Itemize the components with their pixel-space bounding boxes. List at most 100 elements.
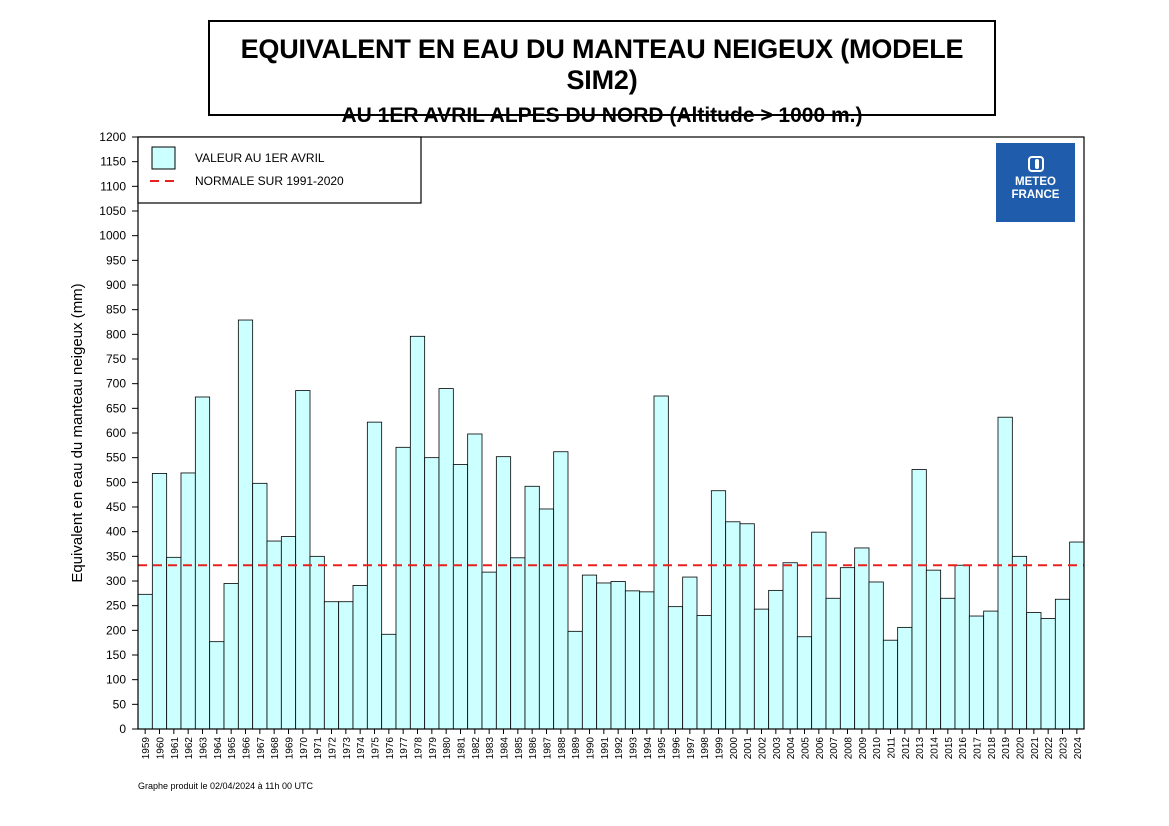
- legend-box: [137, 136, 422, 204]
- bar-1989: [567, 630, 583, 730]
- x-tick-label: 2021: [1030, 737, 1041, 760]
- y-axis-label: Equivalent en eau du manteau neigeux (mm…: [69, 283, 86, 582]
- bar-1982: [467, 433, 483, 730]
- bar-2009: [854, 547, 870, 730]
- bar-2008: [839, 567, 856, 730]
- x-axis-ticks: 1959 1960 1961 1962 1963 1964 1965 1966 1967 1968…: [141, 729, 1084, 759]
- y-tick-label: 1050: [99, 204, 126, 218]
- legend: VALEUR AU 1ER AVRIL NORMALE SUR 1991-202…: [137, 136, 422, 204]
- bar-1975: [366, 421, 383, 730]
- bar-2016: [954, 564, 970, 730]
- bar-1959: [137, 593, 153, 730]
- bar-1981: [452, 464, 469, 730]
- x-tick-label: 1985: [514, 737, 525, 760]
- x-tick-label: 1962: [184, 737, 195, 760]
- chart-subtitle: AU 1ER AVRIL ALPES DU NORD (Altitude > 1…: [341, 104, 863, 127]
- y-tick-label: 550: [106, 451, 126, 465]
- bar-2019: [997, 416, 1013, 730]
- y-tick-label: 650: [106, 401, 126, 415]
- y-tick-label: 1000: [99, 229, 126, 243]
- y-tick-label: 1100: [100, 179, 126, 193]
- x-tick-label: 2002: [758, 737, 769, 760]
- x-tick-label: 1988: [557, 737, 568, 760]
- x-tick-label: 2000: [729, 737, 740, 760]
- x-tick-label: 1971: [313, 737, 324, 760]
- x-tick-label: 1975: [371, 737, 382, 760]
- footnote: Graphe produit le 02/04/2024 à 11h 00 UT…: [138, 781, 313, 791]
- x-tick-label: 2018: [987, 737, 998, 760]
- bar-2012: [897, 626, 913, 730]
- logo-line1: METEO: [1015, 176, 1056, 188]
- plot-frame: [137, 136, 1085, 730]
- y-axis-ticks: 0 50 100 150 200 250 300 350 400 450 500 550 600 650 7…: [99, 130, 138, 736]
- x-tick-label: 2011: [887, 737, 898, 759]
- bar-2020: [1011, 555, 1028, 730]
- bar-1991: [596, 582, 612, 730]
- y-tick-label: 1150: [100, 155, 126, 169]
- bar-2013: [911, 469, 927, 730]
- x-tick-label: 2001: [743, 737, 754, 760]
- bar-1962: [180, 472, 196, 730]
- x-tick-label: 2007: [829, 737, 840, 760]
- bar-1965: [223, 583, 239, 730]
- x-tick-label: 2003: [772, 737, 783, 760]
- x-tick-label: 2014: [930, 737, 941, 760]
- legend-label-bar: VALEUR AU 1ER AVRIL: [195, 151, 325, 165]
- x-tick-label: 1959: [141, 737, 152, 760]
- x-tick-label: 2009: [858, 737, 869, 760]
- bar-2006: [811, 531, 827, 730]
- y-tick-label: 100: [106, 673, 126, 687]
- x-tick-label: 2008: [844, 737, 855, 760]
- y-tick-label: 200: [106, 623, 126, 637]
- x-tick-label: 1996: [672, 737, 683, 760]
- bar-1971: [309, 555, 325, 730]
- x-tick-label: 1966: [242, 737, 253, 760]
- y-tick-label: 150: [106, 648, 126, 662]
- bar-1966: [237, 319, 254, 730]
- y-tick-label: 300: [106, 574, 126, 588]
- bar-1995: [653, 395, 669, 730]
- x-tick-label: 1994: [643, 737, 654, 760]
- x-tick-label: 2024: [1073, 737, 1084, 760]
- x-tick-label: 1989: [571, 737, 582, 760]
- x-tick-label: 2017: [973, 737, 984, 760]
- x-tick-label: 1973: [342, 737, 353, 760]
- x-tick-label: 1970: [299, 737, 310, 760]
- chart-title: EQUIVALENT EN EAU DU MANTEAU NEIGEUX (MO…: [240, 34, 964, 95]
- bar-1998: [696, 615, 712, 730]
- bar-1993: [624, 590, 641, 730]
- bar-2021: [1026, 612, 1042, 730]
- bar-1979: [424, 457, 440, 730]
- x-tick-label: 2004: [786, 737, 797, 760]
- y-tick-label: 0: [119, 722, 126, 736]
- bar-2023: [1054, 598, 1071, 730]
- x-tick-label: 1990: [586, 737, 597, 760]
- x-tick-label: 1969: [285, 737, 296, 760]
- bar-2007: [825, 597, 841, 730]
- x-tick-label: 2005: [801, 737, 812, 760]
- x-tick-label: 2012: [901, 737, 912, 760]
- x-tick-label: 2013: [915, 737, 926, 760]
- bar-1990: [581, 574, 598, 730]
- x-tick-label: 1998: [700, 737, 711, 760]
- bar-1988: [553, 451, 569, 730]
- bar-1999: [710, 490, 727, 730]
- bar-1960: [151, 473, 168, 730]
- x-tick-label: 1993: [629, 737, 640, 760]
- x-tick-label: 2016: [958, 737, 969, 760]
- y-tick-label: 800: [106, 327, 126, 341]
- x-tick-label: 2023: [1059, 737, 1070, 760]
- x-tick-label: 1981: [457, 737, 468, 760]
- bar-2024: [1069, 541, 1085, 730]
- x-tick-label: 1972: [328, 737, 339, 760]
- bar-1976: [381, 633, 397, 730]
- bar-2015: [940, 597, 956, 730]
- x-tick-label: 2022: [1044, 737, 1055, 760]
- x-tick-label: 2019: [1001, 737, 1012, 760]
- x-tick-label: 1980: [442, 737, 453, 760]
- x-tick-label: 1983: [485, 737, 496, 760]
- bar-1996: [667, 606, 684, 730]
- y-tick-label: 50: [113, 697, 127, 711]
- y-tick-label: 500: [106, 475, 126, 489]
